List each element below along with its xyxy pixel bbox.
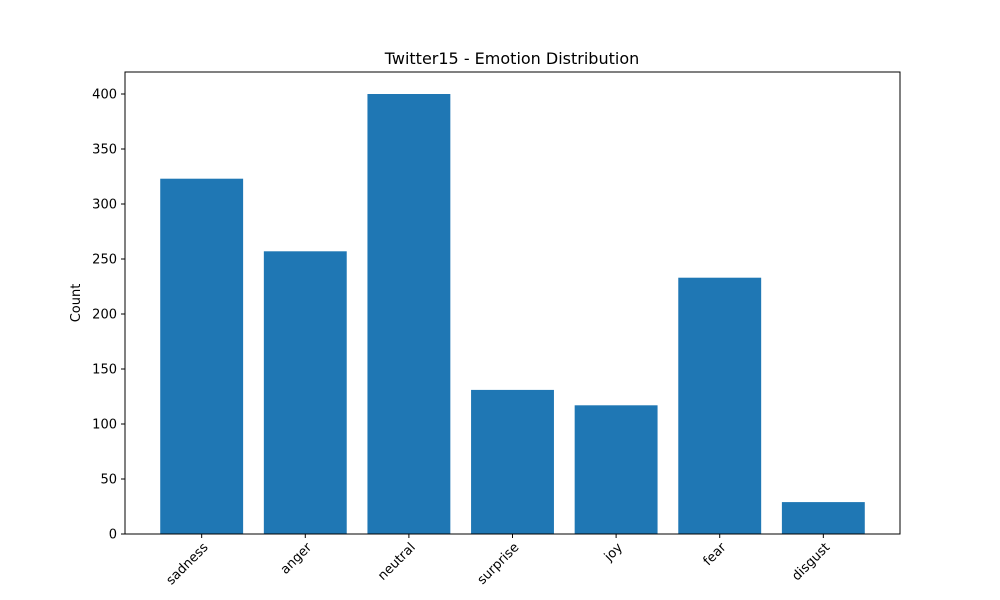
bar-neutral <box>367 94 451 534</box>
x-tick-label-joy: joy <box>601 540 626 565</box>
y-tick-label-350: 350 <box>92 143 117 158</box>
y-tick-label-250: 250 <box>92 253 117 268</box>
bar-surprise <box>471 389 554 534</box>
x-tick-label-anger: anger <box>278 540 316 578</box>
x-tick-label-sadness: sadness <box>164 540 212 588</box>
x-tick-label-fear: fear <box>701 540 730 569</box>
x-tick-label-surprise: surprise <box>475 540 523 588</box>
bar-fear <box>678 277 762 534</box>
bar-sadness <box>160 178 244 534</box>
y-tick-label-50: 50 <box>100 473 117 488</box>
chart-title: Twitter15 - Emotion Distribution <box>384 49 640 68</box>
y-tick-label-400: 400 <box>92 88 117 103</box>
y-tick-label-200: 200 <box>92 308 117 323</box>
y-tick-label-300: 300 <box>92 198 117 213</box>
y-axis-label: Count <box>69 284 84 323</box>
x-tick-label-disgust: disgust <box>789 540 833 584</box>
y-tick-label-100: 100 <box>92 418 117 433</box>
x-tick-label-neutral: neutral <box>375 540 418 583</box>
x-axis: sadness anger neutral surprise joy fear disgus… <box>164 534 833 588</box>
bars-group <box>160 94 865 535</box>
y-tick-label-150: 150 <box>92 363 117 378</box>
bar-joy <box>574 405 658 534</box>
bar-disgust <box>781 502 865 534</box>
bar-anger <box>263 251 347 535</box>
y-axis: 0 50 100 150 200 250 300 350 400 <box>92 88 125 543</box>
y-tick-label-0: 0 <box>109 528 117 543</box>
